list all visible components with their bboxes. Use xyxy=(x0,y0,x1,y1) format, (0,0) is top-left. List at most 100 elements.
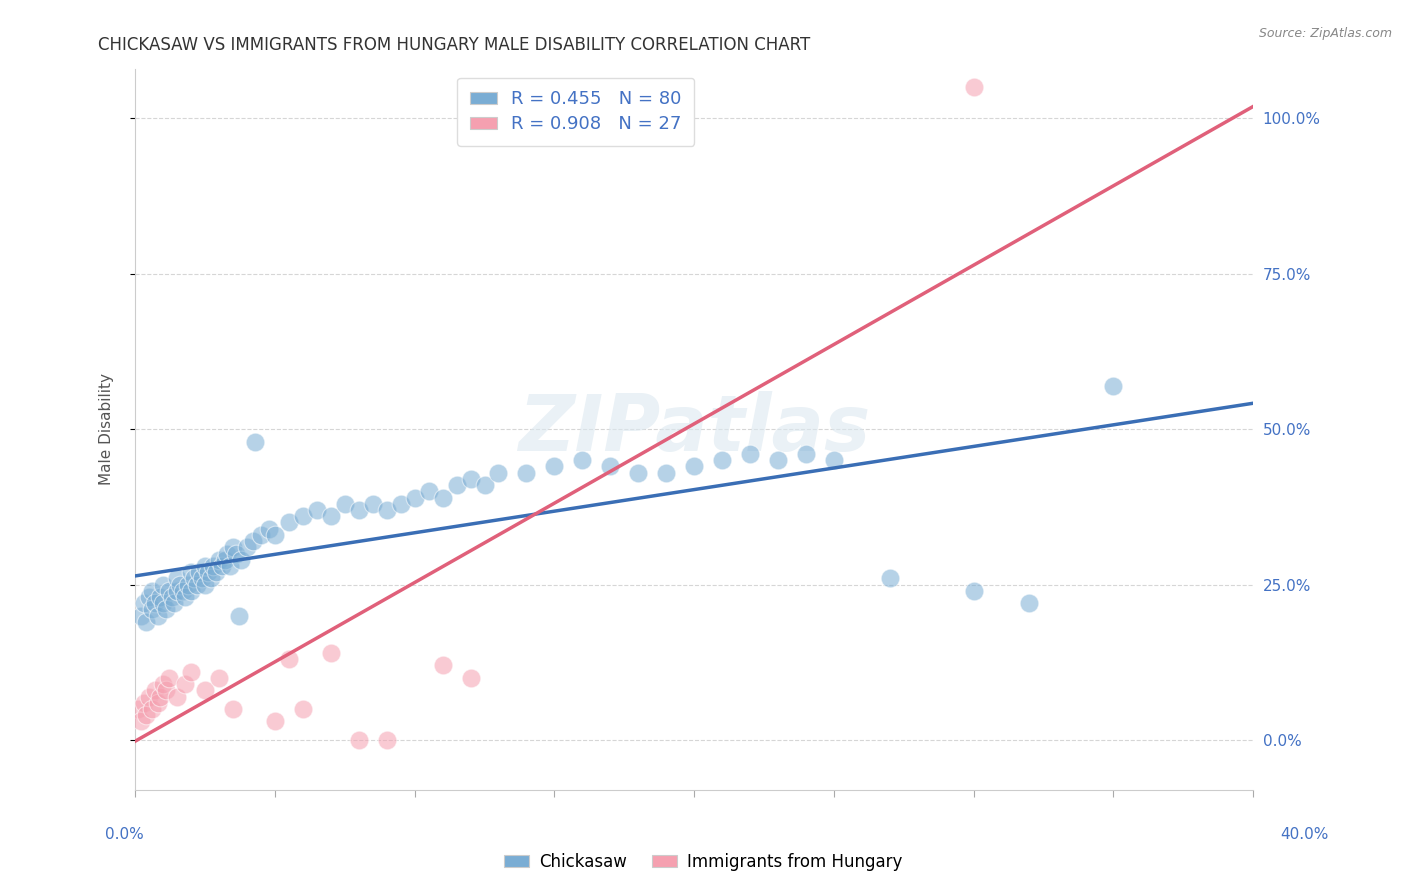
Point xyxy=(794,447,817,461)
Point xyxy=(127,702,149,716)
Point xyxy=(432,658,454,673)
Point xyxy=(460,472,482,486)
Point xyxy=(264,528,287,542)
Text: 40.0%: 40.0% xyxy=(1281,827,1329,841)
Point xyxy=(194,577,217,591)
Point xyxy=(135,708,157,723)
Point xyxy=(242,534,264,549)
Point xyxy=(655,466,678,480)
Point xyxy=(200,571,222,585)
Point xyxy=(319,509,342,524)
Point xyxy=(361,497,384,511)
Point xyxy=(208,552,231,566)
Text: Source: ZipAtlas.com: Source: ZipAtlas.com xyxy=(1258,27,1392,40)
Point xyxy=(1018,596,1040,610)
Point xyxy=(166,571,188,585)
Point xyxy=(543,459,565,474)
Point xyxy=(219,558,242,573)
Point xyxy=(474,478,496,492)
Point xyxy=(163,596,186,610)
Point xyxy=(157,671,180,685)
Point xyxy=(141,583,163,598)
Point xyxy=(138,690,160,704)
Point xyxy=(135,615,157,629)
Point xyxy=(389,497,412,511)
Point xyxy=(347,503,370,517)
Point xyxy=(319,646,342,660)
Point xyxy=(460,671,482,685)
Point xyxy=(515,466,537,480)
Point xyxy=(180,565,202,579)
Point xyxy=(149,590,172,604)
Point xyxy=(152,596,174,610)
Point xyxy=(152,677,174,691)
Point xyxy=(245,434,267,449)
Legend: Chickasaw, Immigrants from Hungary: Chickasaw, Immigrants from Hungary xyxy=(495,845,911,880)
Point xyxy=(222,541,245,555)
Point xyxy=(146,608,169,623)
Point xyxy=(291,702,314,716)
Point xyxy=(738,447,761,461)
Point xyxy=(143,596,166,610)
Point xyxy=(188,565,211,579)
Text: 0.0%: 0.0% xyxy=(105,827,145,841)
Point xyxy=(446,478,468,492)
Point xyxy=(141,602,163,616)
Point xyxy=(138,590,160,604)
Text: CHICKASAW VS IMMIGRANTS FROM HUNGARY MALE DISABILITY CORRELATION CHART: CHICKASAW VS IMMIGRANTS FROM HUNGARY MAL… xyxy=(98,36,811,54)
Point xyxy=(143,683,166,698)
Point xyxy=(418,484,440,499)
Point xyxy=(333,497,356,511)
Point xyxy=(1102,378,1125,392)
Point xyxy=(599,459,621,474)
Point xyxy=(277,516,299,530)
Point xyxy=(141,702,163,716)
Point xyxy=(228,608,250,623)
Point xyxy=(197,565,219,579)
Point xyxy=(250,528,273,542)
Point xyxy=(277,652,299,666)
Point xyxy=(174,677,197,691)
Point xyxy=(132,596,155,610)
Point xyxy=(152,577,174,591)
Point xyxy=(962,583,984,598)
Point xyxy=(225,547,247,561)
Point xyxy=(155,602,177,616)
Legend: R = 0.455   N = 80, R = 0.908   N = 27: R = 0.455 N = 80, R = 0.908 N = 27 xyxy=(457,78,695,146)
Point xyxy=(264,714,287,729)
Point xyxy=(375,733,398,747)
Point xyxy=(191,571,214,585)
Point xyxy=(208,671,231,685)
Y-axis label: Male Disability: Male Disability xyxy=(100,373,114,485)
Point xyxy=(711,453,734,467)
Point xyxy=(236,541,259,555)
Point xyxy=(166,690,188,704)
Point xyxy=(157,583,180,598)
Point xyxy=(132,696,155,710)
Point xyxy=(183,571,205,585)
Point xyxy=(149,690,172,704)
Point xyxy=(823,453,845,467)
Point xyxy=(962,80,984,95)
Point xyxy=(879,571,901,585)
Point xyxy=(347,733,370,747)
Point xyxy=(305,503,328,517)
Point xyxy=(205,565,228,579)
Point xyxy=(432,491,454,505)
Point xyxy=(186,577,208,591)
Point xyxy=(166,583,188,598)
Point xyxy=(488,466,510,480)
Point xyxy=(160,590,183,604)
Point xyxy=(217,547,239,561)
Point xyxy=(194,558,217,573)
Point xyxy=(177,577,200,591)
Point xyxy=(194,683,217,698)
Point xyxy=(180,665,202,679)
Point xyxy=(222,702,245,716)
Point xyxy=(129,714,152,729)
Point xyxy=(404,491,426,505)
Point xyxy=(146,696,169,710)
Point xyxy=(627,466,650,480)
Point xyxy=(172,583,194,598)
Point xyxy=(231,552,253,566)
